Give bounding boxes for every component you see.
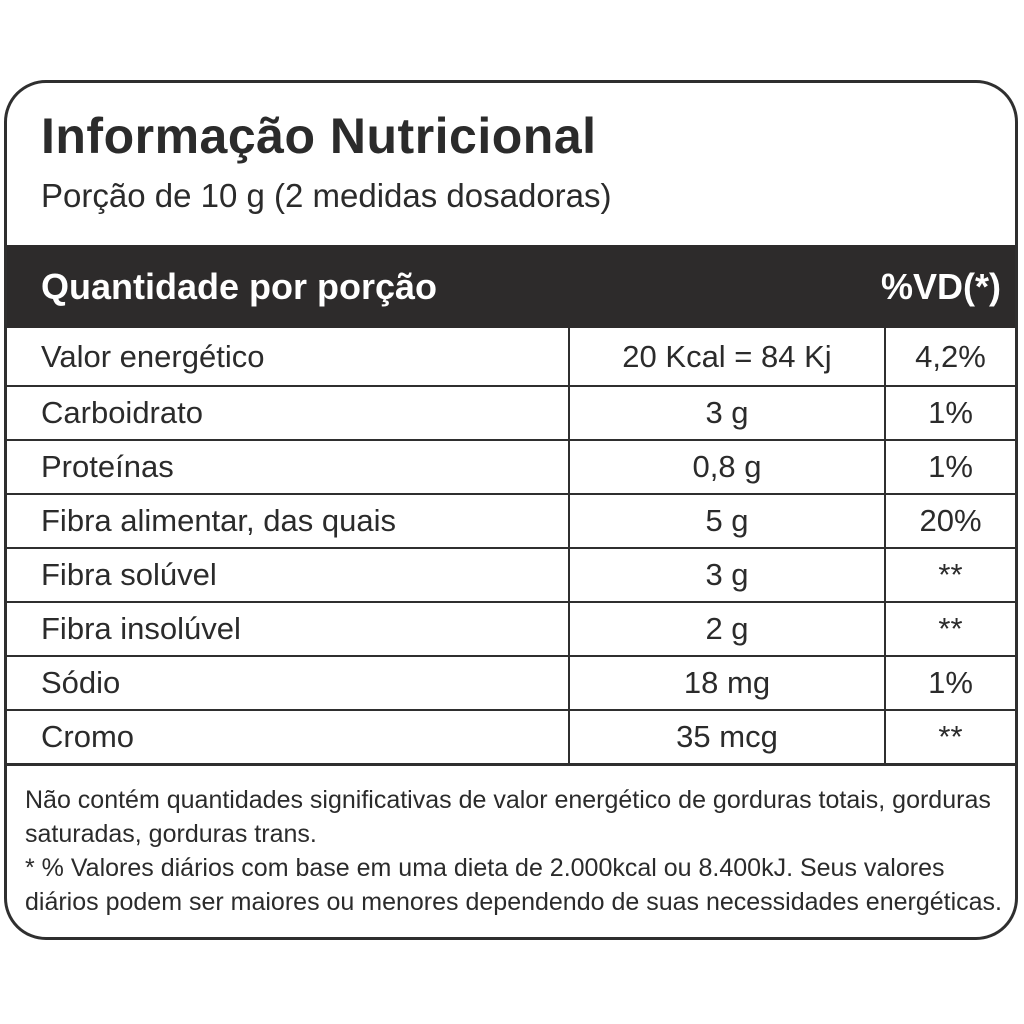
- nutrient-amount: 3 g: [569, 386, 886, 441]
- table-row: Cromo 35 mcg **: [7, 710, 1015, 766]
- nutrient-daily-value: **: [885, 710, 1015, 766]
- nutrient-amount: 35 mcg: [569, 710, 886, 766]
- quantity-per-serving-header: Quantidade por porção: [41, 266, 438, 307]
- nutrient-name: Fibra alimentar, das quais: [7, 494, 570, 549]
- label-title: Informação Nutricional: [41, 108, 597, 164]
- table-row: Valor energético 20 Kcal = 84 Kj 4,2%: [7, 328, 1015, 387]
- nutrient-daily-value: **: [885, 548, 1015, 603]
- table-row: Proteínas 0,8 g 1%: [7, 440, 1015, 495]
- nutrient-table: Valor energético 20 Kcal = 84 Kj 4,2% Ca…: [7, 328, 1015, 766]
- daily-value-header: %VD(*): [880, 266, 1001, 307]
- nutrient-daily-value: 1%: [885, 656, 1015, 711]
- nutrient-amount: 18 mg: [569, 656, 886, 711]
- footnote-insignificant-amounts: Não contém quantidades significativas de…: [25, 786, 991, 848]
- table-row: Carboidrato 3 g 1%: [7, 386, 1015, 441]
- nutrient-name: Cromo: [7, 710, 570, 766]
- table-row: Sódio 18 mg 1%: [7, 656, 1015, 711]
- nutrient-amount: 20 Kcal = 84 Kj: [569, 328, 886, 387]
- nutrient-daily-value: 20%: [885, 494, 1015, 549]
- footnotes: Não contém quantidades significativas de…: [25, 783, 1005, 919]
- nutrient-name: Sódio: [7, 656, 570, 711]
- nutrient-daily-value: 4,2%: [885, 328, 1015, 387]
- table-row: Fibra alimentar, das quais 5 g 20%: [7, 494, 1015, 549]
- nutrient-name: Fibra insolúvel: [7, 602, 570, 657]
- nutrient-name: Valor energético: [7, 328, 570, 387]
- nutrition-facts-label: Informação Nutricional Porção de 10 g (2…: [4, 80, 1018, 940]
- nutrient-amount: 5 g: [569, 494, 886, 549]
- nutrient-name: Carboidrato: [7, 386, 570, 441]
- nutrient-daily-value: **: [885, 602, 1015, 657]
- nutrient-daily-value: 1%: [885, 440, 1015, 495]
- serving-size: Porção de 10 g (2 medidas dosadoras): [41, 177, 612, 214]
- nutrient-daily-value: 1%: [885, 386, 1015, 441]
- nutrient-name: Fibra solúvel: [7, 548, 570, 603]
- nutrient-amount: 2 g: [569, 602, 886, 657]
- nutrient-amount: 0,8 g: [569, 440, 886, 495]
- table-row: Fibra solúvel 3 g **: [7, 548, 1015, 603]
- table-row: Fibra insolúvel 2 g **: [7, 602, 1015, 657]
- table-header-bar: Quantidade por porção %VD(*): [7, 245, 1015, 328]
- footnote-daily-values: * % Valores diários com base em uma diet…: [25, 854, 1002, 916]
- nutrient-name: Proteínas: [7, 440, 570, 495]
- nutrient-amount: 3 g: [569, 548, 886, 603]
